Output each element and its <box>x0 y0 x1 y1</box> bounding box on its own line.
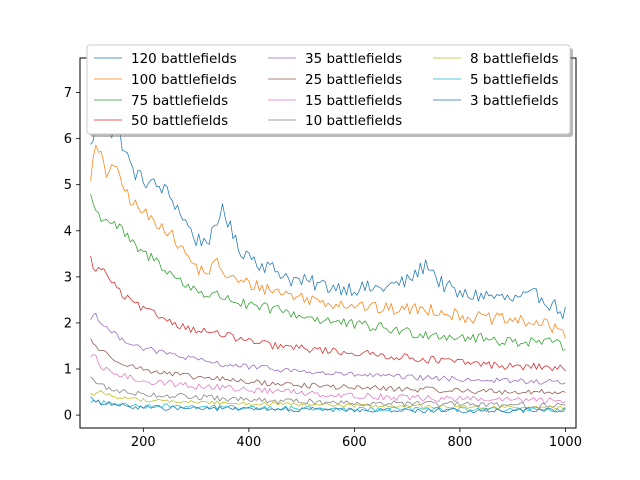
legend-box <box>86 44 571 135</box>
series-line-25-battlefields <box>90 338 566 395</box>
y-tick-label: 6 <box>64 132 72 147</box>
y-tick-label: 7 <box>64 86 72 101</box>
series-line-10-battlefields <box>90 376 566 409</box>
legend-label: 5 battlefields <box>470 72 559 88</box>
y-tick-label: 1 <box>64 363 72 378</box>
series-line-100-battlefields <box>90 144 566 339</box>
legend-label: 100 battlefields <box>131 72 237 88</box>
series-line-35-battlefields <box>90 312 566 385</box>
legend-label: 8 battlefields <box>470 51 559 67</box>
y-tick-label: 0 <box>64 409 72 424</box>
series-line-75-battlefields <box>90 194 566 351</box>
legend: 120 battlefields 100 battlefields 75 battl… <box>86 44 573 137</box>
x-axis: 200 400 600 800 1000 <box>131 428 582 450</box>
legend-label: 10 battlefields <box>305 113 402 129</box>
y-tick-label: 3 <box>64 270 72 285</box>
legend-label: 15 battlefields <box>305 93 402 109</box>
legend-label: 3 battlefields <box>470 93 559 109</box>
y-tick-label: 2 <box>64 316 72 331</box>
legend-label: 120 battlefields <box>131 51 237 67</box>
series-layer <box>90 120 566 414</box>
y-axis: 0 1 2 3 4 5 6 7 <box>64 86 80 424</box>
legend-label: 75 battlefields <box>131 93 228 109</box>
y-tick-label: 4 <box>64 224 72 239</box>
legend-label: 35 battlefields <box>305 51 402 67</box>
series-line-5-battlefields <box>90 399 566 413</box>
series-line-3-battlefields <box>90 396 566 414</box>
legend-label: 50 battlefields <box>131 113 228 129</box>
series-line-50-battlefields <box>90 255 566 372</box>
y-tick-label: 5 <box>64 178 72 193</box>
x-tick-label: 400 <box>236 435 261 450</box>
x-tick-label: 1000 <box>549 435 582 450</box>
x-tick-label: 200 <box>131 435 156 450</box>
x-tick-label: 800 <box>448 435 473 450</box>
legend-label: 25 battlefields <box>305 72 402 88</box>
x-tick-label: 600 <box>342 435 367 450</box>
series-line-15-battlefields <box>90 354 566 404</box>
series-line-120-battlefields <box>90 120 566 320</box>
